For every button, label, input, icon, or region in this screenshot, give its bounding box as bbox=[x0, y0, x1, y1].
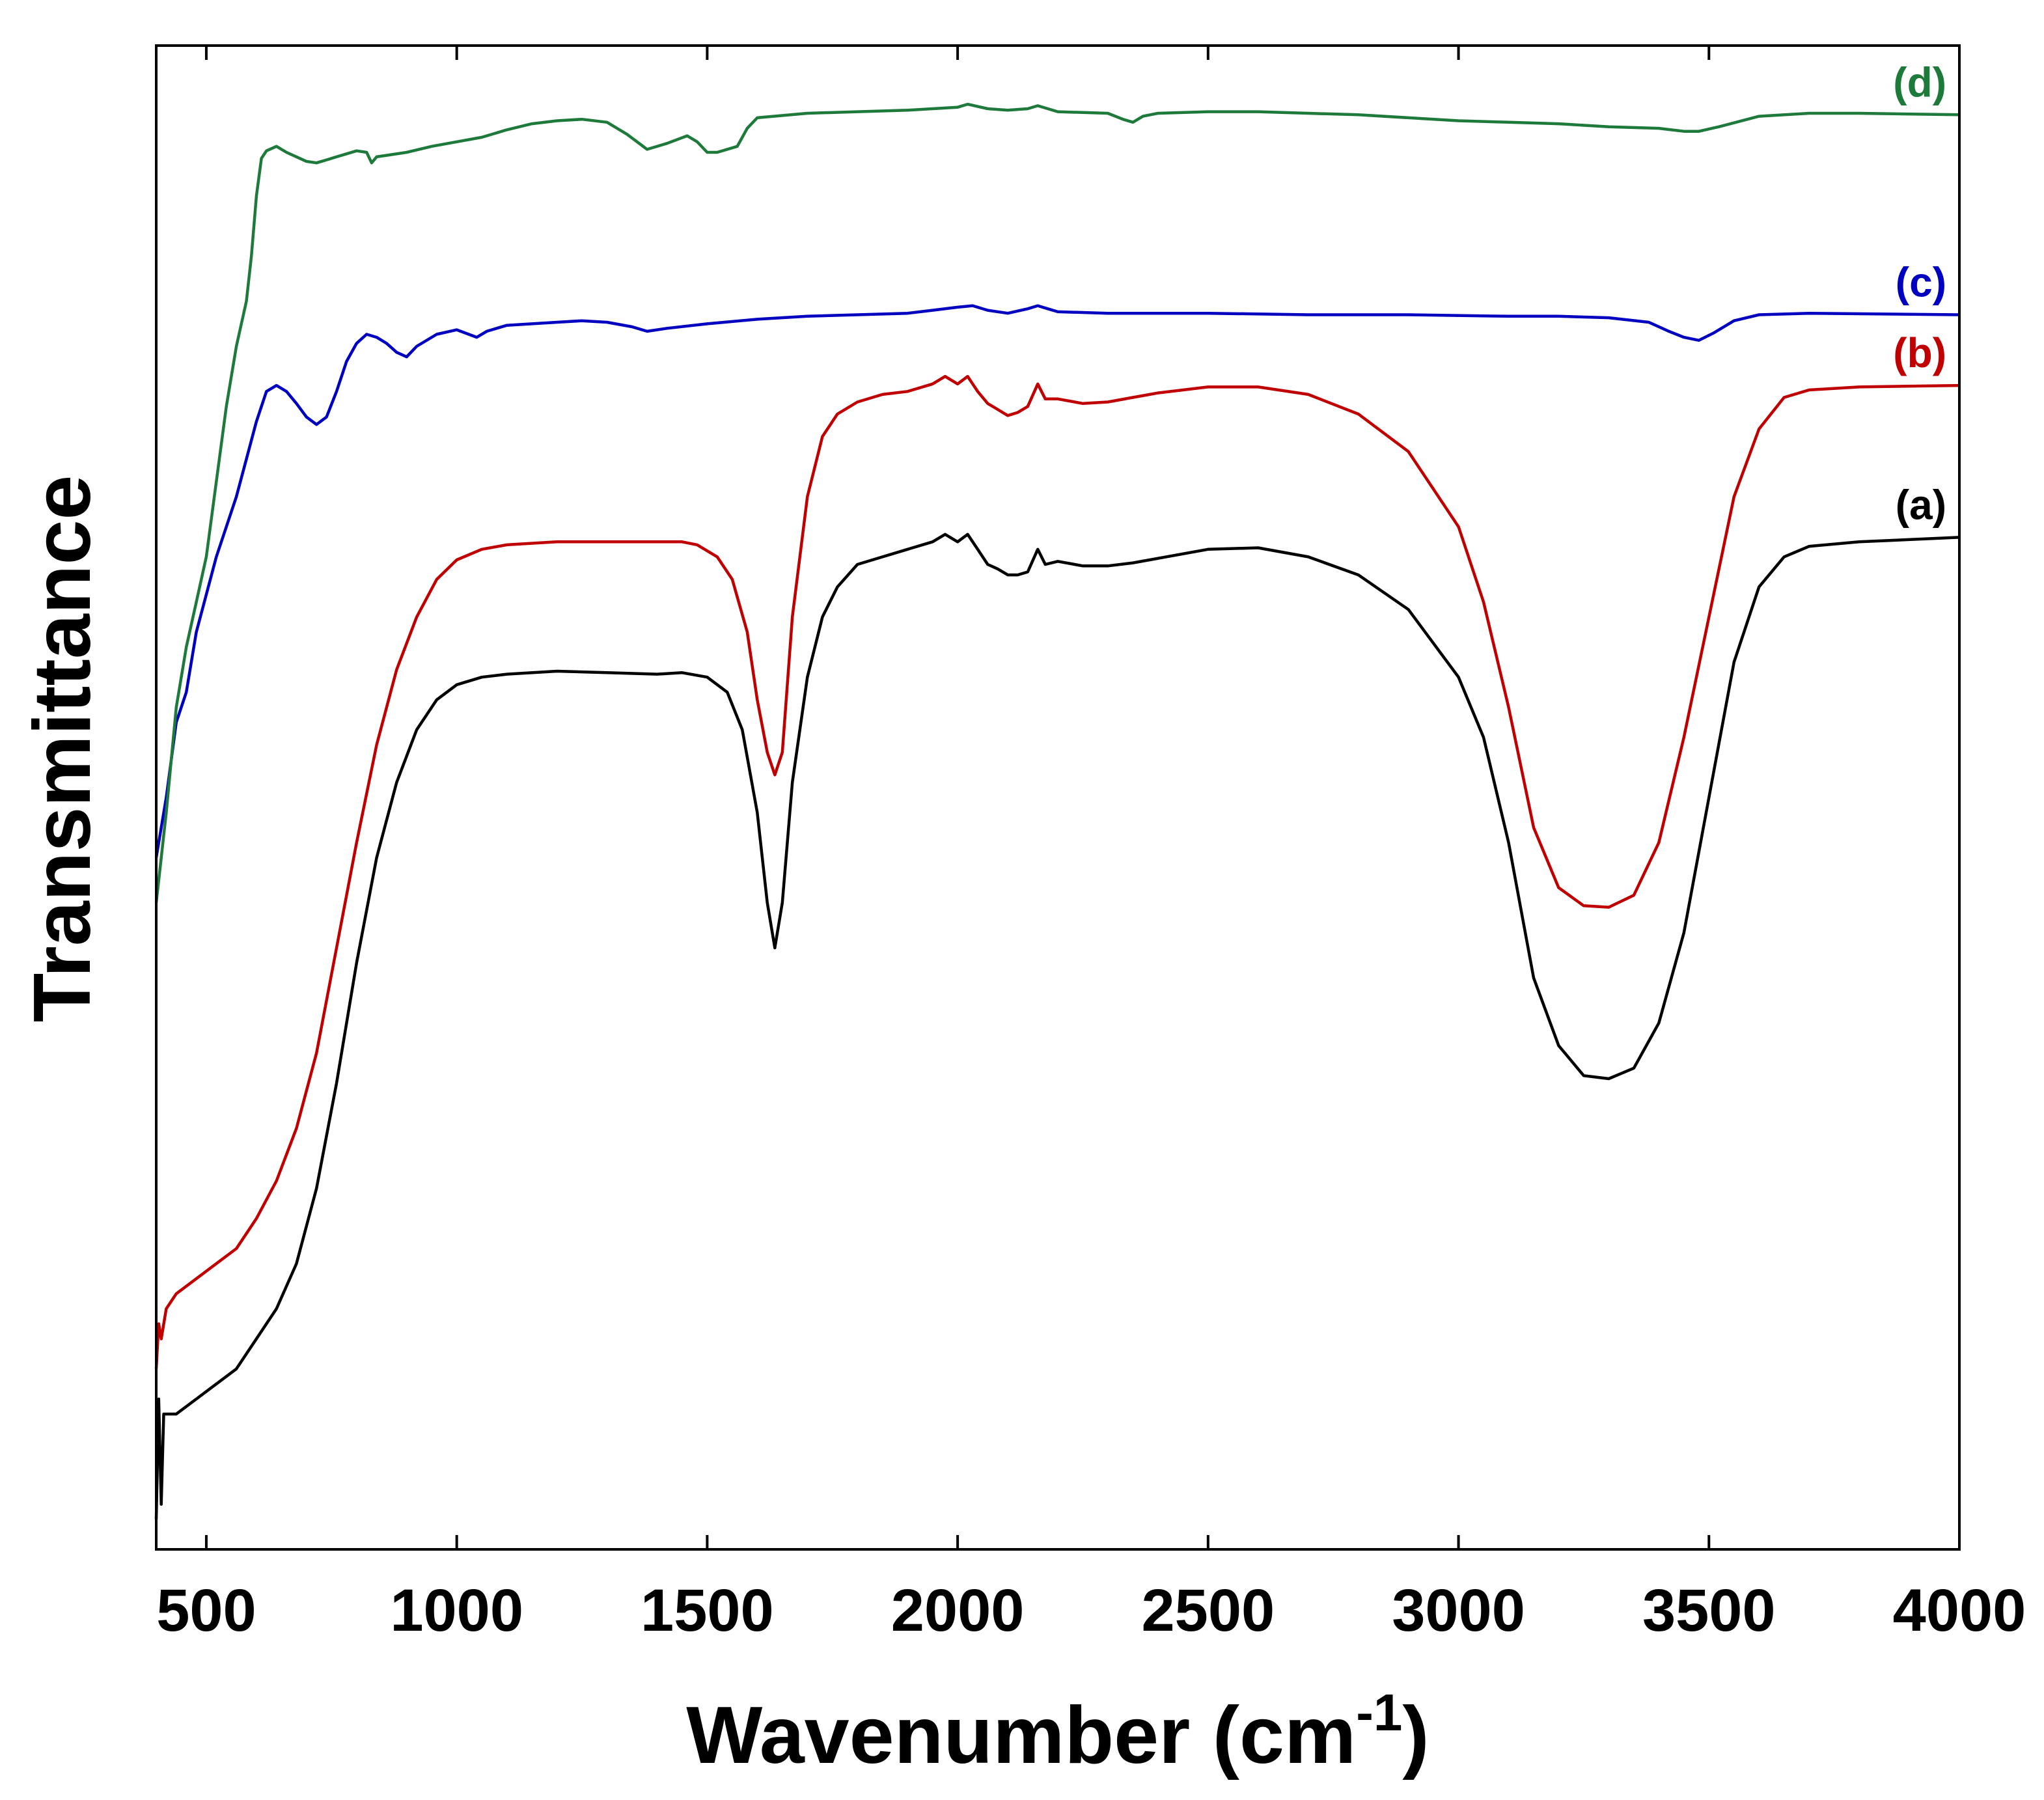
x-axis-title: Wavenumber (cm-1) bbox=[686, 1683, 1429, 1780]
x-axis-title-superscript: -1 bbox=[1356, 1683, 1402, 1741]
series-labels: (a) (b) (c) (d) bbox=[1893, 59, 1946, 528]
series-line-d bbox=[154, 102, 1960, 903]
x-tick-label-2000: 2000 bbox=[891, 1577, 1025, 1644]
series-label-c: (c) bbox=[1896, 258, 1946, 305]
x-tick-label-3500: 3500 bbox=[1642, 1577, 1776, 1644]
x-tick-label-500: 500 bbox=[156, 1577, 256, 1644]
y-axis-title: Transmittance bbox=[18, 475, 107, 1023]
x-tick-label-1500: 1500 bbox=[641, 1577, 774, 1644]
series-line-b bbox=[154, 374, 1960, 1369]
x-tick-label-4000: 4000 bbox=[1893, 1577, 2026, 1644]
x-tick-label-1000: 1000 bbox=[390, 1577, 523, 1644]
x-axis-ticks: 500 1000 1500 2000 2500 3000 3500 4000 bbox=[156, 46, 2026, 1644]
series-label-a: (a) bbox=[1896, 481, 1946, 528]
series-line-a bbox=[154, 533, 1960, 1519]
x-tick-label-3000: 3000 bbox=[1392, 1577, 1525, 1644]
series-line-c bbox=[154, 304, 1960, 858]
series-label-d: (d) bbox=[1893, 59, 1946, 105]
series-layer bbox=[154, 102, 1960, 1519]
series-label-b: (b) bbox=[1893, 329, 1946, 376]
x-axis-title-text: Wavenumber (cm bbox=[686, 1691, 1356, 1780]
x-tick-label-2500: 2500 bbox=[1141, 1577, 1275, 1644]
x-axis-title-close: ) bbox=[1402, 1691, 1429, 1780]
plot-frame bbox=[155, 44, 1961, 1551]
